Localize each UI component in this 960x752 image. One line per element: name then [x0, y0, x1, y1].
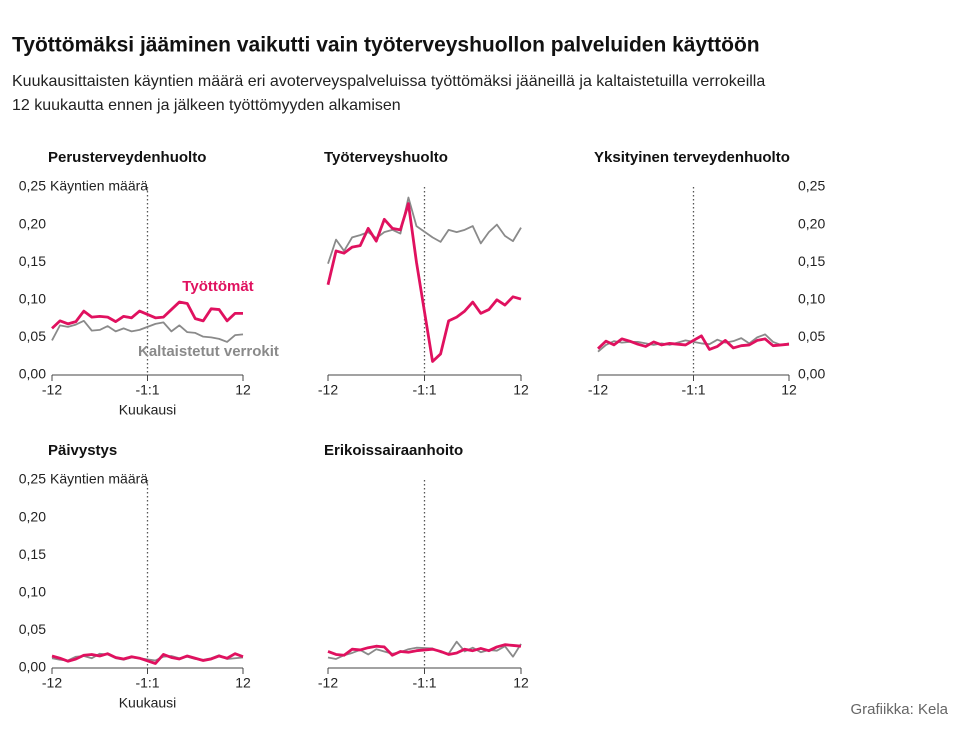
- series-line: [326, 202, 522, 363]
- x-tick-label: 12: [513, 382, 529, 398]
- x-tick-label: -12: [318, 675, 338, 691]
- y-axis-label: Käyntien määrä: [50, 178, 148, 194]
- y-tick-label: 0,05: [19, 328, 46, 344]
- series-line: [327, 643, 522, 657]
- panel-title: Työterveyshuolto: [324, 149, 448, 166]
- series-line: [51, 652, 244, 665]
- x-tick-label: 12: [235, 382, 251, 398]
- x-tick-label: -1:1: [412, 382, 436, 398]
- y-tick-label: 0,10: [19, 584, 46, 600]
- panel-title: Perusterveydenhuolto: [48, 149, 206, 166]
- series-line: [597, 334, 790, 351]
- series-line: [51, 300, 243, 330]
- y-tick-label: 0,00: [19, 366, 46, 382]
- subtitle-line: 12 kuukautta ennen ja jälkeen työttömyyd…: [12, 97, 401, 114]
- source: Grafiikka: Kela: [850, 701, 948, 718]
- panel-title: Yksityinen terveydenhuolto: [594, 149, 790, 166]
- panel-title: Erikoissairaanhoito: [324, 442, 463, 459]
- x-tick-label: -12: [42, 675, 62, 691]
- x-tick-label: -1:1: [412, 675, 436, 691]
- y-tick-label: 0,20: [19, 508, 46, 524]
- x-tick-label: -1:1: [681, 382, 705, 398]
- x-tick-label: 12: [513, 675, 529, 691]
- y-tick-label: 0,15: [19, 253, 46, 269]
- x-tick-label: -1:1: [135, 675, 159, 691]
- y-axis-label: Käyntien määrä: [50, 471, 148, 487]
- series-label: Kaltaistetut verrokit: [138, 343, 279, 360]
- y-tick-label: 0,15: [19, 546, 46, 562]
- x-axis-label: Kuukausi: [119, 695, 177, 711]
- series-label: Työttömät: [182, 278, 253, 295]
- y-tick-label: 0,25: [19, 178, 46, 194]
- y-tick-label: 0,05: [19, 621, 46, 637]
- x-tick-label: -1:1: [135, 382, 159, 398]
- page-title: Työttömäksi jääminen vaikutti vain työte…: [12, 34, 760, 57]
- x-tick-label: 12: [781, 382, 797, 398]
- panel-title: Päivystys: [48, 442, 117, 459]
- x-tick-label: -12: [318, 382, 338, 398]
- y-tick-label: 0,20: [798, 215, 825, 231]
- subtitle-line: Kuukausittaisten käyntien määrä eri avot…: [12, 73, 765, 90]
- x-tick-label: 12: [235, 675, 251, 691]
- y-tick-label: 0,25: [19, 471, 46, 487]
- y-tick-label: 0,20: [19, 215, 46, 231]
- y-tick-label: 0,10: [798, 291, 825, 307]
- x-tick-label: -12: [588, 382, 608, 398]
- y-tick-label: 0,25: [798, 178, 825, 194]
- series-line: [327, 196, 522, 264]
- y-tick-label: 0,10: [19, 291, 46, 307]
- x-axis-label: Kuukausi: [119, 402, 177, 418]
- series-line: [51, 319, 244, 343]
- y-tick-label: 0,15: [798, 253, 825, 269]
- y-tick-label: 0,05: [798, 328, 825, 344]
- y-tick-label: 0,00: [19, 659, 46, 675]
- x-tick-label: -12: [42, 382, 62, 398]
- y-tick-label: 0,00: [798, 366, 825, 382]
